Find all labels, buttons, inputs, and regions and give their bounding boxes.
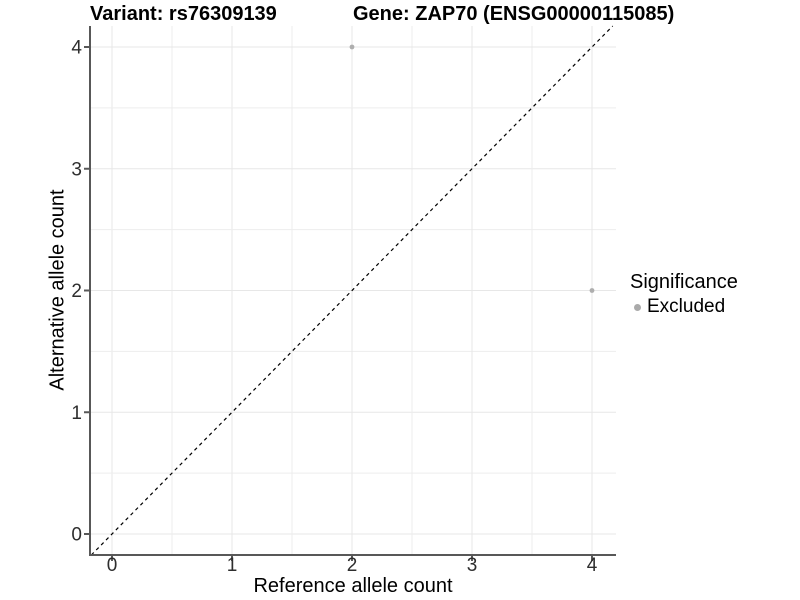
y-tick-label: 3 xyxy=(71,159,82,180)
y-tick-label: 0 xyxy=(71,525,82,546)
x-axis-title: Reference allele count xyxy=(253,575,453,597)
legend-item-label: Excluded xyxy=(647,296,726,317)
legend-item-excluded: Excluded xyxy=(630,296,738,318)
gene-title: Gene: ZAP70 (ENSG00000115085) xyxy=(353,3,675,25)
data-point xyxy=(589,288,595,293)
y-tick-label: 2 xyxy=(71,281,82,302)
excluded-point-icon xyxy=(634,303,641,311)
legend: Significance Excluded xyxy=(630,271,738,318)
x-tick-label: 3 xyxy=(467,555,478,576)
identity-line xyxy=(90,25,614,556)
y-tick-label: 1 xyxy=(71,403,82,424)
y-tick-label: 4 xyxy=(71,38,82,59)
x-tick-label: 0 xyxy=(107,555,118,576)
x-tick-label: 2 xyxy=(347,555,358,576)
x-tick-label: 1 xyxy=(227,555,238,576)
variant-title: Variant: rs76309139 xyxy=(90,3,277,25)
legend-title: Significance xyxy=(630,271,738,293)
x-tick-label: 4 xyxy=(587,555,598,576)
y-axis-title: Alternative allele count xyxy=(46,189,69,391)
data-point xyxy=(349,44,355,50)
